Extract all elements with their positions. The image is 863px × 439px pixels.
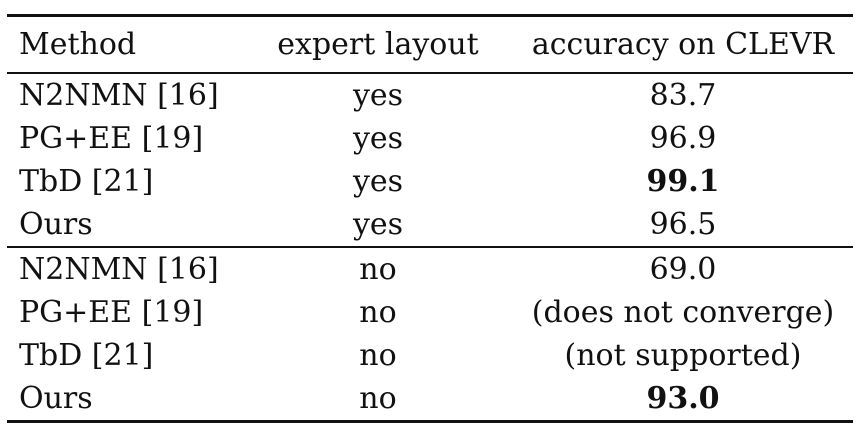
table-row: TbD [21] no (not supported) bbox=[7, 334, 853, 377]
cell-accuracy-best: 93.0 bbox=[646, 381, 720, 416]
table-row: Ours yes 96.5 bbox=[7, 203, 853, 247]
table-row: N2NMN [16] no 69.0 bbox=[7, 247, 853, 291]
cell-accuracy: 69.0 bbox=[649, 252, 717, 287]
cell-expert-layout: yes bbox=[352, 78, 404, 113]
table-row: Ours no 93.0 bbox=[7, 377, 853, 422]
cell-expert-layout: no bbox=[359, 252, 397, 287]
table-row: PG+EE [19] no (does not converge) bbox=[7, 291, 853, 334]
cell-method: N2NMN [16] bbox=[19, 252, 219, 287]
cell-accuracy-best: 99.1 bbox=[646, 164, 720, 199]
header-expert-layout: expert layout bbox=[277, 27, 479, 62]
results-table: Method expert layout accuracy on CLEVR N… bbox=[7, 14, 853, 423]
group-expert-layout: N2NMN [16] yes 83.7 PG+EE [19] yes 96.9 … bbox=[7, 73, 853, 247]
cell-method: PG+EE [19] bbox=[19, 121, 204, 156]
cell-expert-layout: no bbox=[359, 338, 397, 373]
cell-accuracy: 96.9 bbox=[649, 121, 717, 156]
group-no-expert-layout: N2NMN [16] no 69.0 PG+EE [19] no (does n… bbox=[7, 247, 853, 422]
cell-expert-layout: no bbox=[359, 381, 397, 416]
cell-expert-layout: no bbox=[359, 295, 397, 330]
header-method: Method bbox=[19, 27, 137, 62]
cell-method: PG+EE [19] bbox=[19, 295, 204, 330]
header-row: Method expert layout accuracy on CLEVR bbox=[7, 15, 853, 74]
cell-method: TbD [21] bbox=[19, 338, 154, 373]
header-accuracy: accuracy on CLEVR bbox=[531, 27, 835, 62]
cell-accuracy: 96.5 bbox=[649, 207, 717, 242]
cell-expert-layout: yes bbox=[352, 207, 404, 242]
cell-method: N2NMN [16] bbox=[19, 78, 219, 113]
cell-expert-layout: yes bbox=[352, 121, 404, 156]
table-row: PG+EE [19] yes 96.9 bbox=[7, 117, 853, 160]
results-table-container: Method expert layout accuracy on CLEVR N… bbox=[7, 14, 853, 423]
cell-expert-layout: yes bbox=[352, 164, 404, 199]
cell-accuracy: (does not converge) bbox=[531, 295, 835, 330]
cell-accuracy: 83.7 bbox=[649, 78, 717, 113]
cell-accuracy: (not supported) bbox=[564, 338, 802, 373]
cell-method: Ours bbox=[19, 381, 93, 416]
table-row: N2NMN [16] yes 83.7 bbox=[7, 73, 853, 117]
cell-method: Ours bbox=[19, 207, 93, 242]
table-row: TbD [21] yes 99.1 bbox=[7, 160, 853, 203]
cell-method: TbD [21] bbox=[19, 164, 154, 199]
